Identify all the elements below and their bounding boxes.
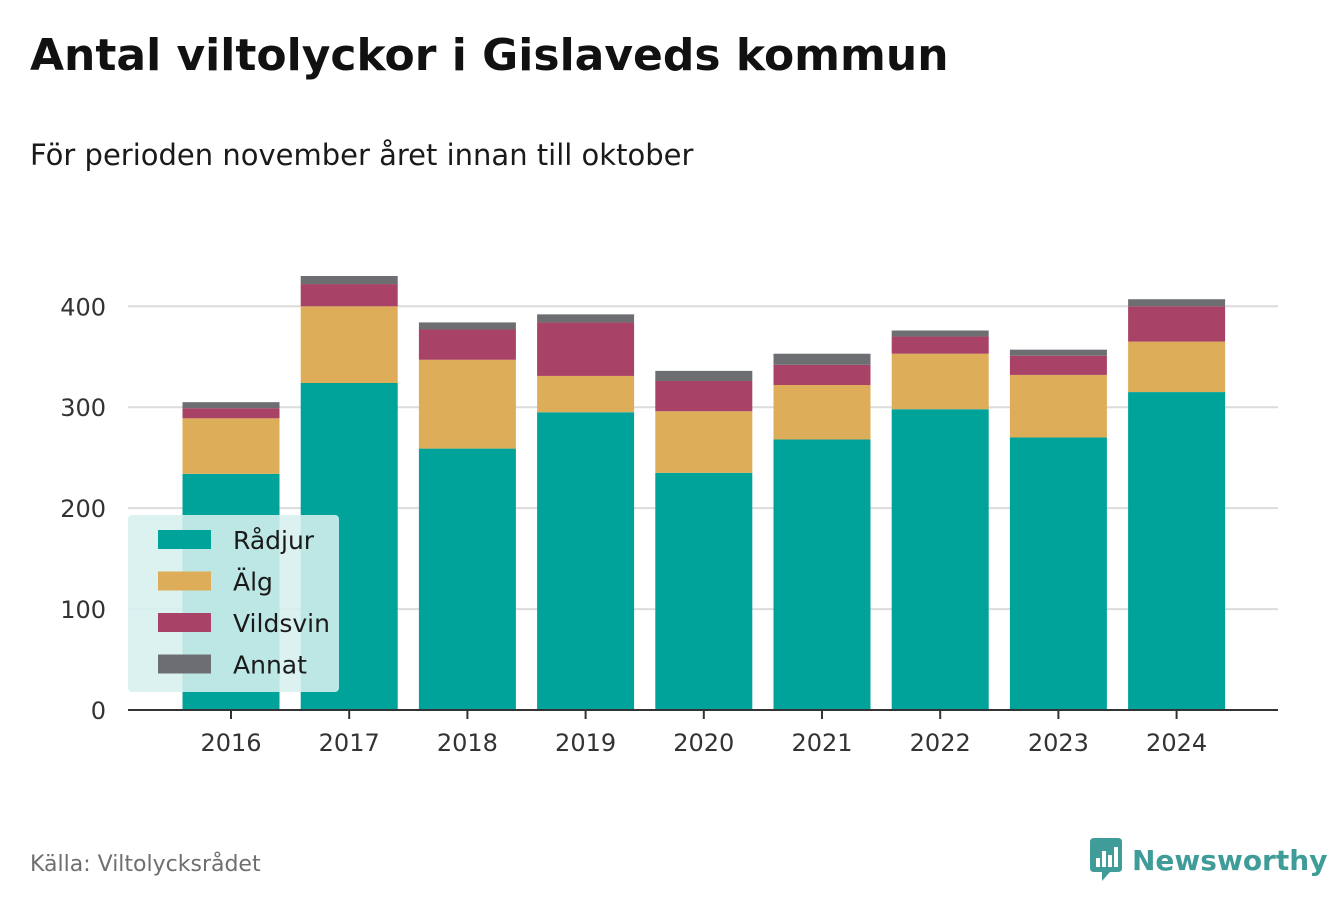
legend-box	[128, 515, 339, 692]
source-note: Källa: Viltolycksrådet	[30, 852, 261, 877]
legend-swatch	[158, 654, 211, 674]
bar-segment	[182, 408, 280, 419]
legend-label: Rådjur	[233, 526, 315, 555]
bar-segment	[418, 359, 516, 449]
bar-segment	[1009, 374, 1107, 438]
legend-swatch	[158, 530, 211, 549]
y-tick-label: 400	[60, 293, 106, 321]
bar-segment	[537, 314, 635, 323]
x-tick-label: 2020	[673, 729, 734, 757]
legend-label: Älg	[233, 568, 273, 597]
bar-segment	[1128, 341, 1226, 393]
x-tick-label: 2017	[319, 729, 380, 757]
bar-segment	[773, 364, 871, 386]
bar-segment	[1009, 355, 1107, 375]
x-tick-label: 2022	[910, 729, 971, 757]
bar-segment	[655, 370, 753, 381]
bar-segment	[418, 329, 516, 360]
bar-segment	[891, 330, 989, 337]
legend-label: Annat	[233, 651, 307, 680]
x-tick-label: 2024	[1146, 729, 1207, 757]
bar-segment	[891, 353, 989, 410]
bar-segment	[655, 411, 753, 473]
chart-title: Antal viltolyckor i Gislaveds kommun	[30, 30, 949, 81]
bar-segment	[655, 380, 753, 412]
x-tick-label: 2018	[437, 729, 498, 757]
bar-segment	[300, 306, 398, 383]
bar-segment	[1128, 299, 1226, 307]
bar-segment	[773, 439, 871, 710]
legend: Rådjur Älg Vildsvin Annat	[128, 515, 339, 692]
x-axis: 2016 2017 2018 2019 2020 2021 2022 2023 2024	[128, 709, 1278, 757]
legend-swatch	[158, 613, 211, 632]
bar-segment	[1009, 437, 1107, 710]
bar-segment	[891, 409, 989, 710]
bar-segment	[1009, 349, 1107, 356]
x-tick-label: 2023	[1028, 729, 1089, 757]
bar-segment	[773, 353, 871, 365]
bar-segment	[537, 375, 635, 413]
y-tick-label: 300	[60, 394, 106, 422]
x-tick-label: 2016	[200, 729, 261, 757]
bar-segment	[655, 472, 753, 710]
brand-name: Newsworthy	[1132, 843, 1328, 877]
bar-segment	[1128, 306, 1226, 342]
x-tick-label: 2021	[791, 729, 852, 757]
bar-segment	[773, 385, 871, 440]
x-tick-label: 2019	[555, 729, 616, 757]
bar-segment	[1128, 392, 1226, 710]
bar-segment	[182, 402, 280, 409]
bar-segment	[182, 418, 280, 474]
bar-segment	[537, 322, 635, 376]
legend-label: Vildsvin	[233, 609, 330, 638]
bar-segment	[418, 448, 516, 710]
bar-segment	[300, 276, 398, 285]
bar-segment	[537, 412, 635, 710]
bar-segment	[300, 284, 398, 307]
bar-segment	[891, 336, 989, 354]
bar-segment	[418, 322, 516, 330]
y-tick-label: 200	[60, 495, 106, 523]
legend-swatch	[158, 571, 211, 591]
y-tick-label: 0	[91, 697, 106, 725]
chart-subtitle: För perioden november året innan till ok…	[30, 138, 694, 172]
brand-logo[interactable]: Newsworthy	[1088, 838, 1327, 882]
y-tick-label: 100	[60, 596, 106, 624]
newsworthy-logo-icon	[1090, 838, 1122, 881]
